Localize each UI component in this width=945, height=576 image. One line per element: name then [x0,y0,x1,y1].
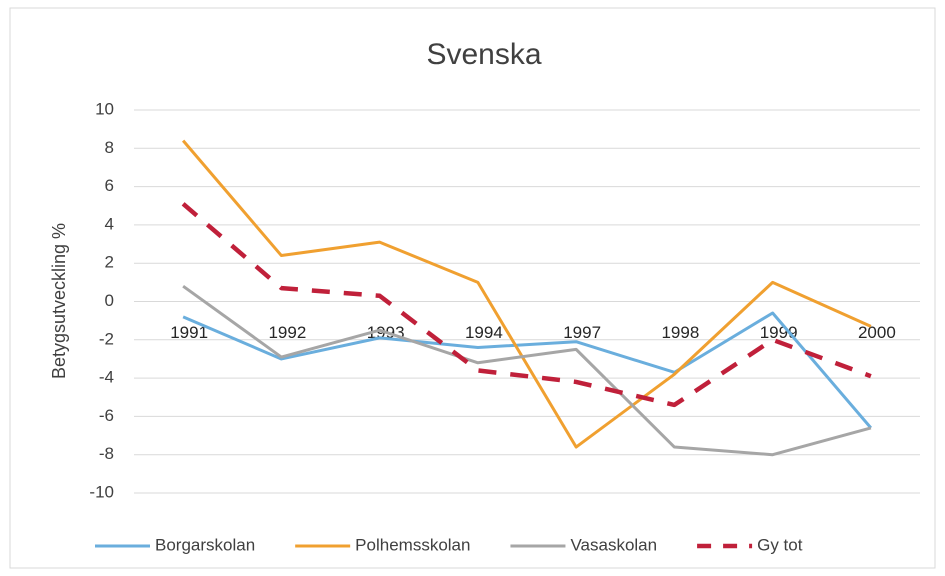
series-line [182,284,872,457]
y-tick-label: 2 [105,253,114,272]
y-tick-label: -6 [99,406,114,425]
y-tick-label: -4 [99,368,114,387]
legend-label: Gy tot [757,535,803,554]
legend-label: Vasaskolan [570,535,657,554]
y-tick-label: -10 [89,482,114,501]
y-tick-label: -2 [99,329,114,348]
x-tick-label: 1997 [563,323,601,342]
series-line [181,139,872,449]
x-tick-label: 1999 [760,323,798,342]
y-tick-label: 4 [105,214,114,233]
y-tick-label: 10 [95,99,114,118]
chart-border [9,7,936,569]
series-line [182,311,873,429]
x-tick-label: 2000 [858,323,896,342]
y-tick-label: 6 [105,176,114,195]
y-axis-label: Betygsutveckling % [49,223,69,379]
x-tick-label: 1994 [465,323,503,342]
y-tick-label: 0 [105,291,114,310]
x-tick-label: 1998 [661,323,699,342]
series-line [181,202,872,408]
legend-label: Borgarskolan [155,535,255,554]
x-tick-label: 1991 [170,323,208,342]
legend-label: Polhemsskolan [355,535,470,554]
y-tick-label: 8 [105,138,114,157]
x-tick-label: 1992 [268,323,306,342]
y-tick-label: -8 [99,444,114,463]
chart-title: Svenska [426,38,541,71]
